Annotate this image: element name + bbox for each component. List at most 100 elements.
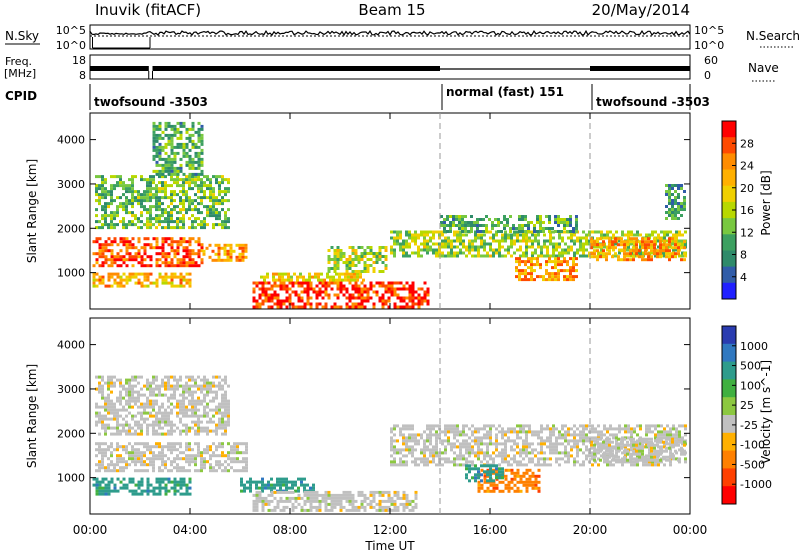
colorbar-frame: [721, 325, 737, 505]
x-tick-label-3: 12:00: [373, 523, 408, 537]
colorbar-swatch-8: [722, 250, 736, 268]
y-tick-label-2: 3000: [57, 383, 85, 396]
data-region-0: [95, 442, 248, 473]
y-tick-label-1: 2000: [57, 222, 85, 235]
colorbar-tick-label-6: 4: [740, 271, 747, 284]
colorbar-tick-label-0: 1000: [740, 340, 768, 353]
x-axis-label: Time UT: [364, 539, 415, 553]
data-region-7: [465, 464, 504, 483]
nave-label: Nave: [748, 61, 779, 75]
velocity-ylabel: Slant Range [km]: [25, 364, 39, 468]
colorbar-swatch-8: [722, 468, 736, 487]
y-tick-label-2: 3000: [57, 178, 85, 191]
velocity-heatmap-data: [92, 375, 687, 512]
cpid-label: CPID: [5, 89, 37, 103]
power-colorbar: 28 24 20 16 12 8 4: [721, 120, 754, 300]
x-tick-label-2: 08:00: [273, 523, 308, 537]
x-tick-label-5: 20:00: [573, 523, 608, 537]
colorbar-tick-label-0: 28: [740, 137, 754, 150]
data-region-9: [440, 215, 578, 233]
power-colorbar-label: Power [dB]: [759, 170, 773, 235]
date-title: 20/May/2014: [592, 1, 690, 19]
data-region-2: [92, 477, 192, 496]
colorbar-tick-label-3: 25: [740, 399, 754, 412]
nsky-line: [89, 29, 691, 37]
colorbar-swatch-7: [722, 234, 736, 251]
x-tick-label-1: 04:00: [173, 523, 208, 537]
colorbar-tick-label-7: -1000: [740, 478, 772, 491]
freq-label: Freq.: [5, 55, 32, 68]
power-ylabel: Slant Range [km]: [25, 159, 39, 263]
colorbar-swatch-7: [722, 450, 736, 469]
colorbar-swatch-5: [722, 201, 736, 219]
x-tick-label-0: 00:00: [73, 523, 108, 537]
station-title: Inuvik (fitACF): [95, 1, 201, 19]
y-tick-label-0: 1000: [57, 472, 85, 485]
colorbar-tick-label-4: -25: [740, 419, 758, 432]
cpid-segment-3: twofsound -3503: [596, 95, 710, 109]
y-tick-label-3: 4000: [57, 339, 85, 352]
freq-tick-top: 18: [72, 54, 86, 67]
colorbar-swatch-1: [722, 137, 736, 154]
x-tick-labels: 00:00 04:00 08:00 12:00 16:00 20:00 00:00: [73, 523, 708, 537]
power-heatmap-data: [92, 121, 687, 309]
freq-unit-label: [MHz]: [4, 67, 36, 80]
freq-band-0: [90, 66, 149, 71]
data-region-8: [590, 437, 686, 462]
colorbar-tick-label-5: 8: [740, 249, 747, 262]
colorbar-swatch-2: [722, 153, 736, 171]
data-region-2: [92, 272, 192, 288]
colorbar-tick-label-3: 16: [740, 204, 754, 217]
colorbar-tick-label-5: -100: [740, 439, 765, 452]
colorbar-tick-label-6: -500: [740, 458, 765, 471]
y-tick-label-1: 2000: [57, 427, 85, 440]
cpid-segment-1: twofsound -3503: [94, 95, 208, 109]
freq-tick-bottom: 8: [79, 69, 86, 82]
colorbar-swatch-0: [722, 326, 736, 345]
x-tick-label-6: 00:00: [673, 523, 708, 537]
colorbar-swatch-10: [722, 282, 736, 300]
data-region-3: [240, 477, 315, 493]
y-tick-label-3: 4000: [57, 134, 85, 147]
colorbar-swatch-9: [722, 266, 736, 284]
colorbar-swatch-3: [722, 169, 736, 187]
data-region-11: [590, 237, 686, 262]
colorbar-swatch-1: [722, 343, 736, 363]
colorbar-tick-label-1: 500: [740, 360, 761, 373]
colorbar-swatch-4: [722, 185, 736, 203]
colorbar-swatch-2: [722, 361, 736, 380]
freq-trace: [90, 66, 690, 79]
freq-band-2: [590, 66, 690, 71]
x-tick-label-4: 16:00: [473, 523, 508, 537]
nsearch-tick-bottom: 10^0: [694, 39, 724, 52]
freq-band-1: [152, 66, 440, 71]
colorbar-swatch-9: [722, 486, 736, 505]
nsearch-tick-top: 10^5: [694, 24, 724, 37]
nsearch-label: N.Search: [746, 29, 800, 43]
beam-title: Beam 15: [358, 1, 425, 19]
nsky-label: N.Sky: [5, 29, 39, 43]
colorbar-swatch-4: [722, 397, 736, 416]
cpid-segment-2: normal (fast) 151: [446, 85, 564, 99]
data-region-3: [252, 281, 430, 309]
data-region-10: [515, 257, 578, 282]
colorbar-tick-label-2: 20: [740, 182, 754, 195]
data-region-7: [152, 121, 204, 176]
colorbar-swatch-3: [722, 379, 736, 398]
velocity-colorbar: 1000 500 100 25 -25 -100 -500 -1000: [721, 325, 772, 505]
data-region-1: [202, 243, 248, 262]
nsky-panel-frame: [89, 24, 691, 50]
data-region-6: [95, 175, 230, 230]
velocity-axes: 1000 2000 3000 4000: [57, 318, 691, 514]
nave-tick-bottom: 0: [704, 69, 711, 82]
data-region-1: [95, 375, 230, 436]
colorbar-swatch-0: [722, 121, 736, 138]
colorbar-swatch-5: [722, 415, 736, 434]
colorbar-swatch-6: [722, 432, 736, 452]
data-region-12: [665, 184, 686, 220]
power-axes: 1000 2000 3000 4000: [57, 113, 691, 309]
y-tick-label-0: 1000: [57, 267, 85, 280]
colorbar-tick-label-2: 100: [740, 379, 761, 392]
nsky-trace: [89, 29, 691, 49]
